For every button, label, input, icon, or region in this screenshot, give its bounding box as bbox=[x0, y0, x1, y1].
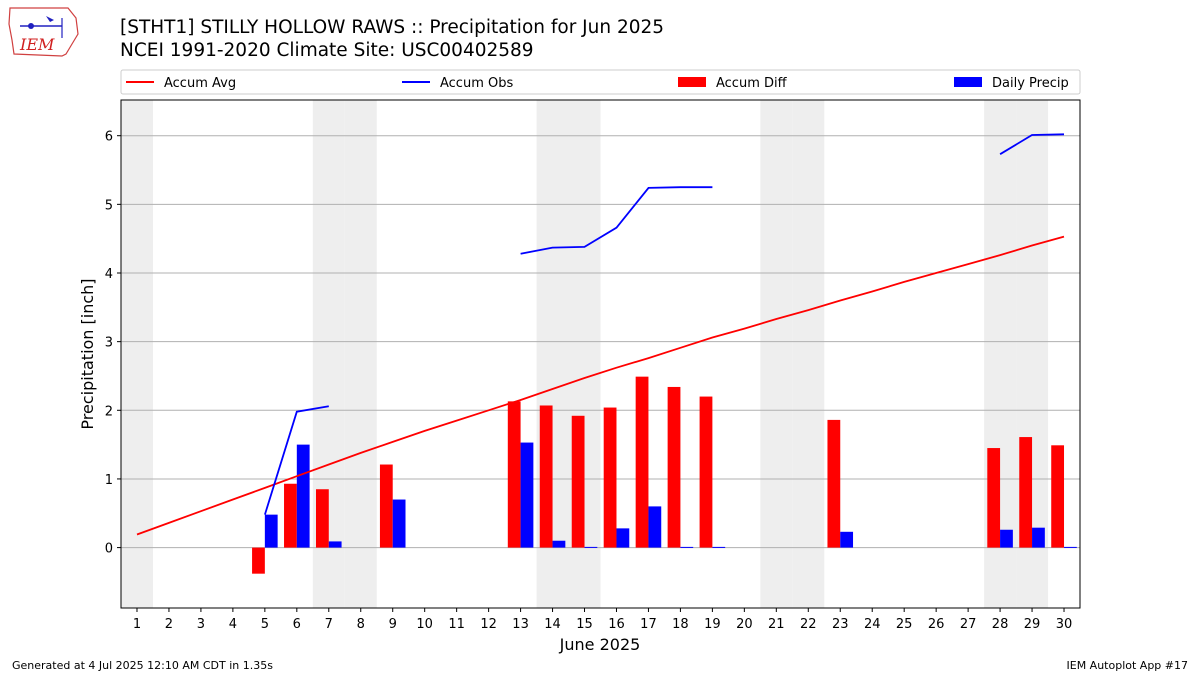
y-tick-label: 1 bbox=[105, 473, 113, 488]
weekend-band bbox=[344, 100, 377, 608]
accum-diff-bar bbox=[252, 547, 265, 574]
legend-accum-diff-swatch bbox=[678, 77, 706, 87]
x-tick-label: 15 bbox=[576, 617, 593, 632]
x-tick-label: 26 bbox=[928, 617, 945, 632]
x-tick-label: 10 bbox=[416, 617, 433, 632]
accum-diff-bar bbox=[987, 448, 1001, 548]
plot-frame bbox=[120, 99, 1081, 609]
accum-diff-bar bbox=[827, 419, 841, 548]
accum-diff-bar bbox=[539, 405, 553, 548]
legend-accum-obs-label: Accum Obs bbox=[440, 76, 513, 91]
x-tick-label: 19 bbox=[704, 617, 721, 632]
grid-lines bbox=[121, 135, 1080, 549]
x-tick-label: 27 bbox=[960, 617, 977, 632]
accum-diff-bar bbox=[1051, 445, 1065, 548]
chart-subtitle: NCEI 1991-2020 Climate Site: USC00402589 bbox=[120, 40, 534, 61]
y-axis-label: Precipitation [inch] bbox=[78, 278, 97, 429]
y-tick-label: 6 bbox=[105, 130, 113, 145]
x-tick-label: 18 bbox=[672, 617, 689, 632]
accum-diff-bar bbox=[603, 407, 617, 548]
accum-diff-bar bbox=[571, 415, 585, 548]
bars bbox=[252, 376, 1077, 574]
y-tick-label: 3 bbox=[105, 336, 113, 351]
daily-precip-bar bbox=[1000, 529, 1013, 548]
x-tick-label: 25 bbox=[896, 617, 913, 632]
daily-precip-bar bbox=[1032, 527, 1045, 548]
accum-avg-line bbox=[136, 235, 1065, 536]
daily-precip-bar bbox=[1064, 546, 1077, 548]
legend-daily-precip-label: Daily Precip bbox=[992, 76, 1069, 91]
accum-diff-bar bbox=[315, 489, 329, 548]
accum-obs-line bbox=[264, 405, 329, 515]
daily-precip-bar bbox=[328, 541, 342, 548]
accum-obs-line bbox=[520, 186, 713, 255]
daily-precip-bar bbox=[680, 546, 694, 548]
x-tick-label: 3 bbox=[197, 617, 205, 632]
y-tick-label: 2 bbox=[105, 404, 113, 419]
x-axis-label: June 2025 bbox=[559, 635, 641, 654]
app-credit: IEM Autoplot App #17 bbox=[1066, 659, 1189, 672]
x-tick-label: 12 bbox=[480, 617, 497, 632]
chart-title: [STHT1] STILLY HOLLOW RAWS :: Precipitat… bbox=[120, 17, 665, 38]
daily-precip-bar bbox=[712, 546, 726, 548]
x-tick-label: 13 bbox=[512, 617, 529, 632]
legend-accum-diff-label: Accum Diff bbox=[716, 76, 788, 91]
daily-precip-bar bbox=[648, 506, 662, 548]
legend-box bbox=[120, 69, 1081, 95]
accum-diff-bar bbox=[284, 483, 297, 548]
x-tick-label: 9 bbox=[389, 617, 397, 632]
weekend-band bbox=[792, 100, 825, 608]
y-tick-label: 4 bbox=[105, 267, 113, 282]
x-tick-label: 22 bbox=[800, 617, 817, 632]
x-tick-label: 17 bbox=[640, 617, 657, 632]
accum-obs-line bbox=[999, 133, 1065, 155]
x-tick-label: 7 bbox=[325, 617, 333, 632]
x-tick-label: 21 bbox=[768, 617, 785, 632]
daily-precip-bar bbox=[840, 531, 854, 548]
x-tick-label: 1 bbox=[133, 617, 141, 632]
weekend-band bbox=[121, 100, 153, 608]
x-tick-label: 2 bbox=[165, 617, 173, 632]
x-tick-label: 20 bbox=[736, 617, 753, 632]
x-tick-label: 6 bbox=[293, 617, 301, 632]
daily-precip-bar bbox=[552, 540, 566, 548]
legend-daily-precip-swatch bbox=[954, 77, 982, 87]
x-tick-label: 4 bbox=[229, 617, 237, 632]
logo-text: IEM bbox=[19, 35, 55, 54]
logo: IEM bbox=[6, 4, 82, 64]
accum-diff-bar bbox=[379, 464, 393, 548]
generated-timestamp: Generated at 4 Jul 2025 12:10 AM CDT in … bbox=[12, 659, 273, 672]
accum-diff-bar bbox=[667, 386, 681, 548]
x-tick-label: 30 bbox=[1056, 617, 1073, 632]
lines bbox=[136, 133, 1065, 536]
y-tick-label: 5 bbox=[105, 198, 113, 213]
iowa-outline-icon bbox=[8, 7, 79, 57]
legend: Accum Avg Accum Obs Accum Diff Daily Precip bbox=[120, 69, 1081, 95]
daily-precip-bar bbox=[296, 444, 310, 548]
weekend-band bbox=[760, 100, 793, 608]
daily-precip-bar bbox=[520, 442, 534, 548]
weekend-bands bbox=[121, 100, 1049, 608]
x-tick-label: 5 bbox=[261, 617, 269, 632]
x-tick-label: 11 bbox=[448, 617, 465, 632]
y-tick-label: 0 bbox=[105, 542, 113, 557]
x-tick-label: 16 bbox=[608, 617, 625, 632]
x-tick-label: 28 bbox=[992, 617, 1009, 632]
accum-diff-bar bbox=[635, 376, 649, 548]
daily-precip-bar bbox=[392, 499, 406, 548]
daily-precip-bar bbox=[584, 546, 598, 548]
x-tick-label: 14 bbox=[544, 617, 561, 632]
daily-precip-bar bbox=[264, 514, 278, 548]
x-tick-label: 8 bbox=[357, 617, 365, 632]
daily-precip-bar bbox=[616, 528, 630, 548]
legend-accum-avg-label: Accum Avg bbox=[164, 76, 236, 91]
accum-diff-bar bbox=[1019, 437, 1033, 548]
x-tick-label: 23 bbox=[832, 617, 849, 632]
accum-diff-bar bbox=[507, 401, 521, 548]
x-tick-label: 29 bbox=[1024, 617, 1041, 632]
x-tick-label: 24 bbox=[864, 617, 881, 632]
accum-diff-bar bbox=[699, 396, 713, 548]
